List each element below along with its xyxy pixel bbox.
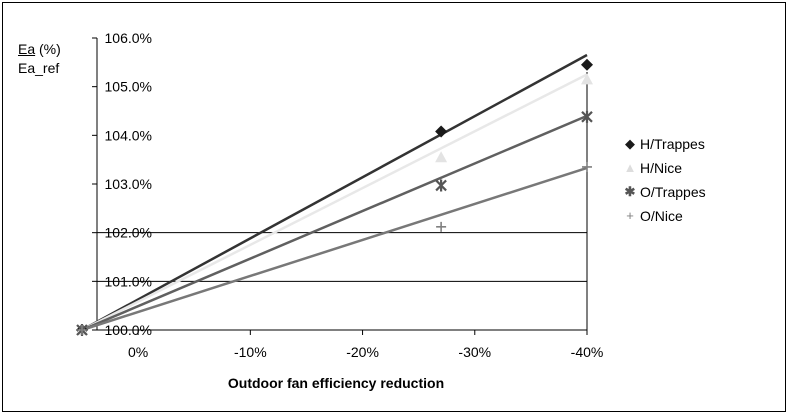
- y-axis-label: Ea (%) Ea_ref: [18, 40, 61, 78]
- legend-marker-star-icon: ✱: [624, 184, 636, 199]
- legend-label: O/Nice: [640, 208, 683, 224]
- y-tick-label-5: 105.0%: [105, 79, 152, 95]
- trend-line-h-nice: [81, 73, 588, 332]
- chart-frame: [2, 2, 786, 412]
- legend-marker-triangle-icon: ▲: [623, 160, 637, 175]
- legend-marker-diamond-icon: ◆: [625, 136, 635, 151]
- y-tick-label-4: 104.0%: [105, 127, 152, 143]
- data-point-h-trappes-2: [581, 58, 593, 71]
- legend-item-h-nice: ▲ H/Nice: [623, 156, 706, 180]
- y-axis-label-denominator: Ea_ref: [18, 60, 60, 76]
- y-axis-label-numerator: Ea: [18, 41, 36, 57]
- legend-item-o-trappes: ✱ O/Trappes: [623, 180, 706, 204]
- y-tick-label-3: 103.0%: [105, 176, 152, 192]
- data-point-h-nice-2: [581, 73, 593, 85]
- chart-legend: ◆ H/Trappes ▲ H/Nice ✱ O/Trappes + O/Nice: [623, 132, 706, 228]
- legend-item-h-trappes: ◆ H/Trappes: [623, 132, 706, 156]
- y-tick-label-2: 102.0%: [105, 225, 152, 241]
- y-axis-label-unit: (%): [39, 41, 61, 57]
- legend-item-o-nice: + O/Nice: [623, 204, 706, 228]
- legend-marker-plus-icon: +: [626, 208, 634, 223]
- data-point-h-trappes-1: [435, 125, 448, 138]
- trend-line-o-nice: [81, 166, 588, 332]
- trend-line-o-trappes: [81, 114, 588, 332]
- legend-label: H/Trappes: [640, 136, 705, 152]
- data-point-o-nice-0: [77, 325, 87, 335]
- data-point-o-trappes-1: [435, 179, 447, 192]
- x-tick-label-4: -40%: [571, 344, 604, 360]
- legend-label: O/Trappes: [640, 184, 706, 200]
- data-point-o-trappes-2: [581, 110, 593, 123]
- x-tick-label-2: -20%: [346, 344, 379, 360]
- x-axis-title: Outdoor fan efficiency reduction: [228, 375, 444, 391]
- y-tick-label-0: 100.0%: [105, 322, 152, 338]
- x-tick-label-0: 0%: [128, 344, 148, 360]
- y-tick-label-1: 101.0%: [105, 273, 152, 289]
- data-point-h-nice-1: [435, 151, 448, 163]
- y-tick-label-6: 106.0%: [105, 30, 152, 46]
- data-point-o-nice-1: [436, 221, 447, 232]
- trend-line-h-trappes: [81, 53, 588, 332]
- x-tick-label-1: -10%: [234, 344, 267, 360]
- legend-label: H/Nice: [640, 160, 683, 176]
- data-point-o-nice-2: [582, 161, 592, 172]
- x-tick-label-3: -30%: [458, 344, 491, 360]
